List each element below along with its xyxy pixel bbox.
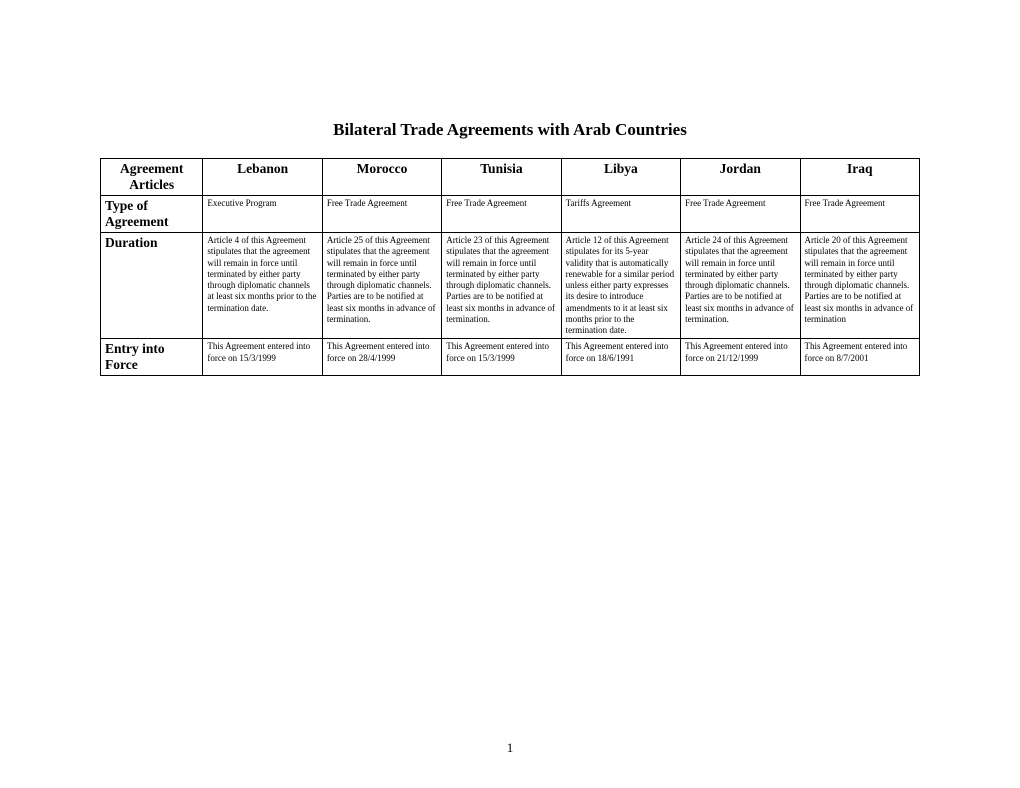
table-cell: This Agreement entered into force on 18/… <box>561 339 680 376</box>
column-header: Lebanon <box>203 159 322 196</box>
table-cell: Free Trade Agreement <box>322 196 441 233</box>
table-cell: Free Trade Agreement <box>681 196 800 233</box>
table-cell: Article 25 of this Agreement stipulates … <box>322 233 441 339</box>
table-row: Duration Article 4 of this Agreement sti… <box>101 233 920 339</box>
row-header: Duration <box>101 233 203 339</box>
table-cell: This Agreement entered into force on 8/7… <box>800 339 920 376</box>
column-header: Morocco <box>322 159 441 196</box>
table-cell: Free Trade Agreement <box>442 196 561 233</box>
page-title: Bilateral Trade Agreements with Arab Cou… <box>100 120 920 140</box>
table-header-row: Agreement Articles Lebanon Morocco Tunis… <box>101 159 920 196</box>
row-header: Entry into Force <box>101 339 203 376</box>
table-cell: This Agreement entered into force on 21/… <box>681 339 800 376</box>
table-cell: Article 12 of this Agreement stipulates … <box>561 233 680 339</box>
table-cell: Article 24 of this Agreement stipulates … <box>681 233 800 339</box>
column-header: Tunisia <box>442 159 561 196</box>
table-cell: Article 4 of this Agreement stipulates t… <box>203 233 322 339</box>
document-page: Bilateral Trade Agreements with Arab Cou… <box>0 0 1020 416</box>
table-cell: Executive Program <box>203 196 322 233</box>
page-number: 1 <box>0 740 1020 756</box>
table-cell: Tariffs Agreement <box>561 196 680 233</box>
table-cell: This Agreement entered into force on 15/… <box>203 339 322 376</box>
table-cell: Article 20 of this Agreement stipulates … <box>800 233 920 339</box>
table-cell: Free Trade Agreement <box>800 196 920 233</box>
row-header: Type of Agreement <box>101 196 203 233</box>
table-cell: This Agreement entered into force on 28/… <box>322 339 441 376</box>
agreements-table: Agreement Articles Lebanon Morocco Tunis… <box>100 158 920 376</box>
table-cell: This Agreement entered into force on 15/… <box>442 339 561 376</box>
column-header: Iraq <box>800 159 920 196</box>
table-cell: Article 23 of this Agreement stipulates … <box>442 233 561 339</box>
column-header: Libya <box>561 159 680 196</box>
table-row: Type of Agreement Executive Program Free… <box>101 196 920 233</box>
column-header: Jordan <box>681 159 800 196</box>
column-header: Agreement Articles <box>101 159 203 196</box>
table-row: Entry into Force This Agreement entered … <box>101 339 920 376</box>
